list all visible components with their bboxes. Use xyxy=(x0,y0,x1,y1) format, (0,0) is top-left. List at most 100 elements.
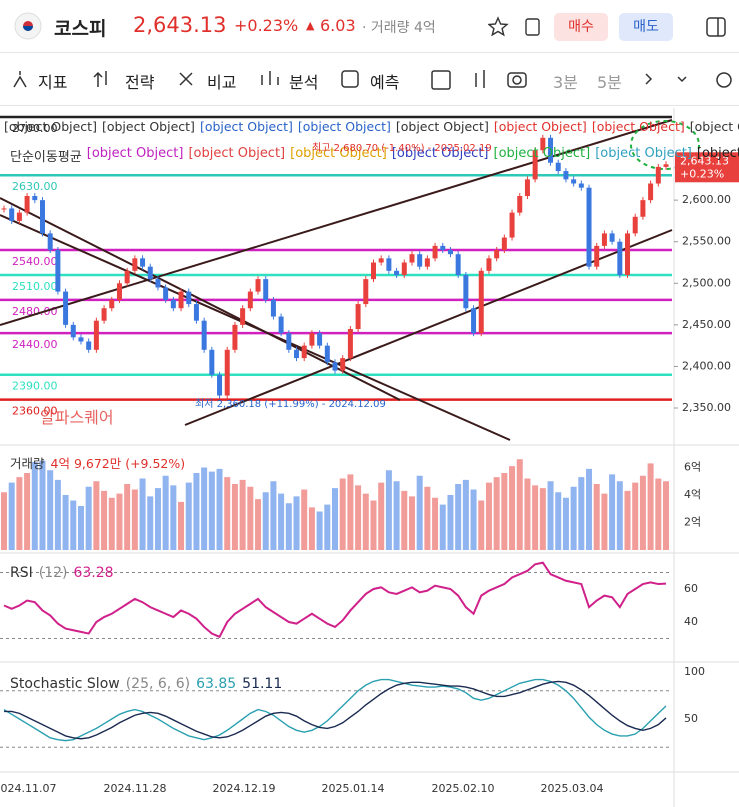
volume-bar xyxy=(247,486,254,550)
stoch-line xyxy=(3,678,667,742)
candle xyxy=(178,291,184,309)
tool-indicator[interactable]: 지표 xyxy=(38,73,68,92)
y-tick-label: 2,500.00 xyxy=(682,276,731,289)
candle xyxy=(193,304,199,321)
candle xyxy=(255,279,261,292)
volume-bar xyxy=(8,482,15,550)
volume-value: 4억 9,672만 (+9.52%) xyxy=(50,456,186,471)
candle xyxy=(386,258,392,271)
tool-strategy[interactable]: 전략 xyxy=(125,73,155,92)
candle xyxy=(278,316,284,334)
candle xyxy=(317,333,323,346)
ma-period: [object Object] xyxy=(493,146,591,161)
rsi-line xyxy=(3,561,667,639)
candle xyxy=(332,362,338,371)
x-tick-label: 2025.03.04 xyxy=(541,782,604,795)
info-item: [object Object] xyxy=(395,119,489,134)
ma-period: [object Object] xyxy=(188,146,286,161)
volume-bar xyxy=(231,484,238,550)
volume-bar xyxy=(570,486,577,550)
x-tick-label: 2024.11.07 xyxy=(0,782,56,795)
volume-bar xyxy=(616,481,623,550)
candle xyxy=(524,179,530,196)
volume-bar xyxy=(478,500,485,550)
interval-5[interactable]: 5분 xyxy=(597,73,622,92)
candle xyxy=(55,250,61,292)
buy-button[interactable]: 매수 xyxy=(554,13,608,41)
toolbar-icons xyxy=(13,70,732,90)
tool-predict[interactable]: 예측 xyxy=(370,73,400,92)
candle xyxy=(471,308,477,334)
candle xyxy=(132,258,138,271)
stoch-params: (25, 6, 6) xyxy=(125,676,191,692)
candle xyxy=(532,150,538,180)
volume-bar xyxy=(393,481,400,550)
stoch-tick: 50 xyxy=(684,712,698,725)
volume-bar xyxy=(555,492,562,550)
layout-icon[interactable] xyxy=(705,16,727,38)
volume-bar xyxy=(663,481,669,550)
y-tick-label: 2,550.00 xyxy=(682,235,731,248)
volume-bar xyxy=(509,466,516,550)
candle xyxy=(586,187,592,267)
rsi-tick: 40 xyxy=(684,615,698,628)
volume-bar xyxy=(255,499,262,550)
sell-button[interactable]: 매도 xyxy=(619,13,673,41)
info-item: [object Object] xyxy=(297,119,391,134)
candle xyxy=(370,262,376,280)
candle xyxy=(486,258,492,271)
volume-bar xyxy=(655,478,662,550)
candle xyxy=(394,270,400,275)
volume-bar xyxy=(609,474,616,550)
candle xyxy=(309,333,315,346)
info-item: [object Object] xyxy=(101,119,195,134)
volume-bar xyxy=(178,501,185,550)
candle xyxy=(540,137,546,151)
level-label: 2540.00 xyxy=(12,255,58,268)
last-price: 2,643.13 xyxy=(680,154,729,167)
volume-bar xyxy=(278,493,285,550)
icons xyxy=(488,16,540,37)
arrow: ▲ xyxy=(306,19,315,32)
volume-bar xyxy=(532,485,539,550)
volume-bar xyxy=(562,497,569,550)
candle xyxy=(463,274,469,309)
volume-bar xyxy=(416,475,423,550)
info-item: [object Object] xyxy=(4,119,97,134)
candle xyxy=(501,237,507,251)
high-label: 최고 2,680.70 (-1.40%) - 2025.02.19 xyxy=(312,143,492,154)
candle xyxy=(301,345,307,359)
volume-bar xyxy=(601,493,608,550)
candle xyxy=(147,266,153,280)
info-item: [object Object] xyxy=(591,119,685,134)
volume-bar xyxy=(432,497,439,550)
candle xyxy=(355,304,361,330)
candle xyxy=(247,291,253,309)
candle xyxy=(447,250,453,255)
volume-bar xyxy=(455,484,462,550)
volume-bar xyxy=(285,503,292,550)
candle xyxy=(155,279,161,288)
candle xyxy=(240,308,246,325)
candle xyxy=(116,283,122,300)
volume-bar xyxy=(324,504,331,550)
y-tick-label: 2,600.00 xyxy=(682,193,731,206)
candle xyxy=(601,233,607,246)
volume-bar xyxy=(170,485,177,550)
tool-compare[interactable]: 비교 xyxy=(207,73,237,92)
volume-bar xyxy=(316,511,323,550)
candle xyxy=(209,349,215,375)
candle xyxy=(16,212,22,221)
candle xyxy=(417,254,423,267)
candle xyxy=(340,358,346,371)
candle xyxy=(478,270,484,334)
volume: · 거래량 4억 xyxy=(362,20,436,36)
volume-bar xyxy=(216,468,223,550)
stoch-k: 63.85 xyxy=(196,676,237,692)
stoch-tick: 100 xyxy=(684,665,705,678)
toolbar: 지표 전략 비교 분석 예측 3분 5분 xyxy=(0,53,739,106)
interval-3[interactable]: 3분 xyxy=(553,73,578,92)
volume-bar xyxy=(293,496,300,550)
tool-analysis[interactable]: 분석 xyxy=(289,73,319,92)
